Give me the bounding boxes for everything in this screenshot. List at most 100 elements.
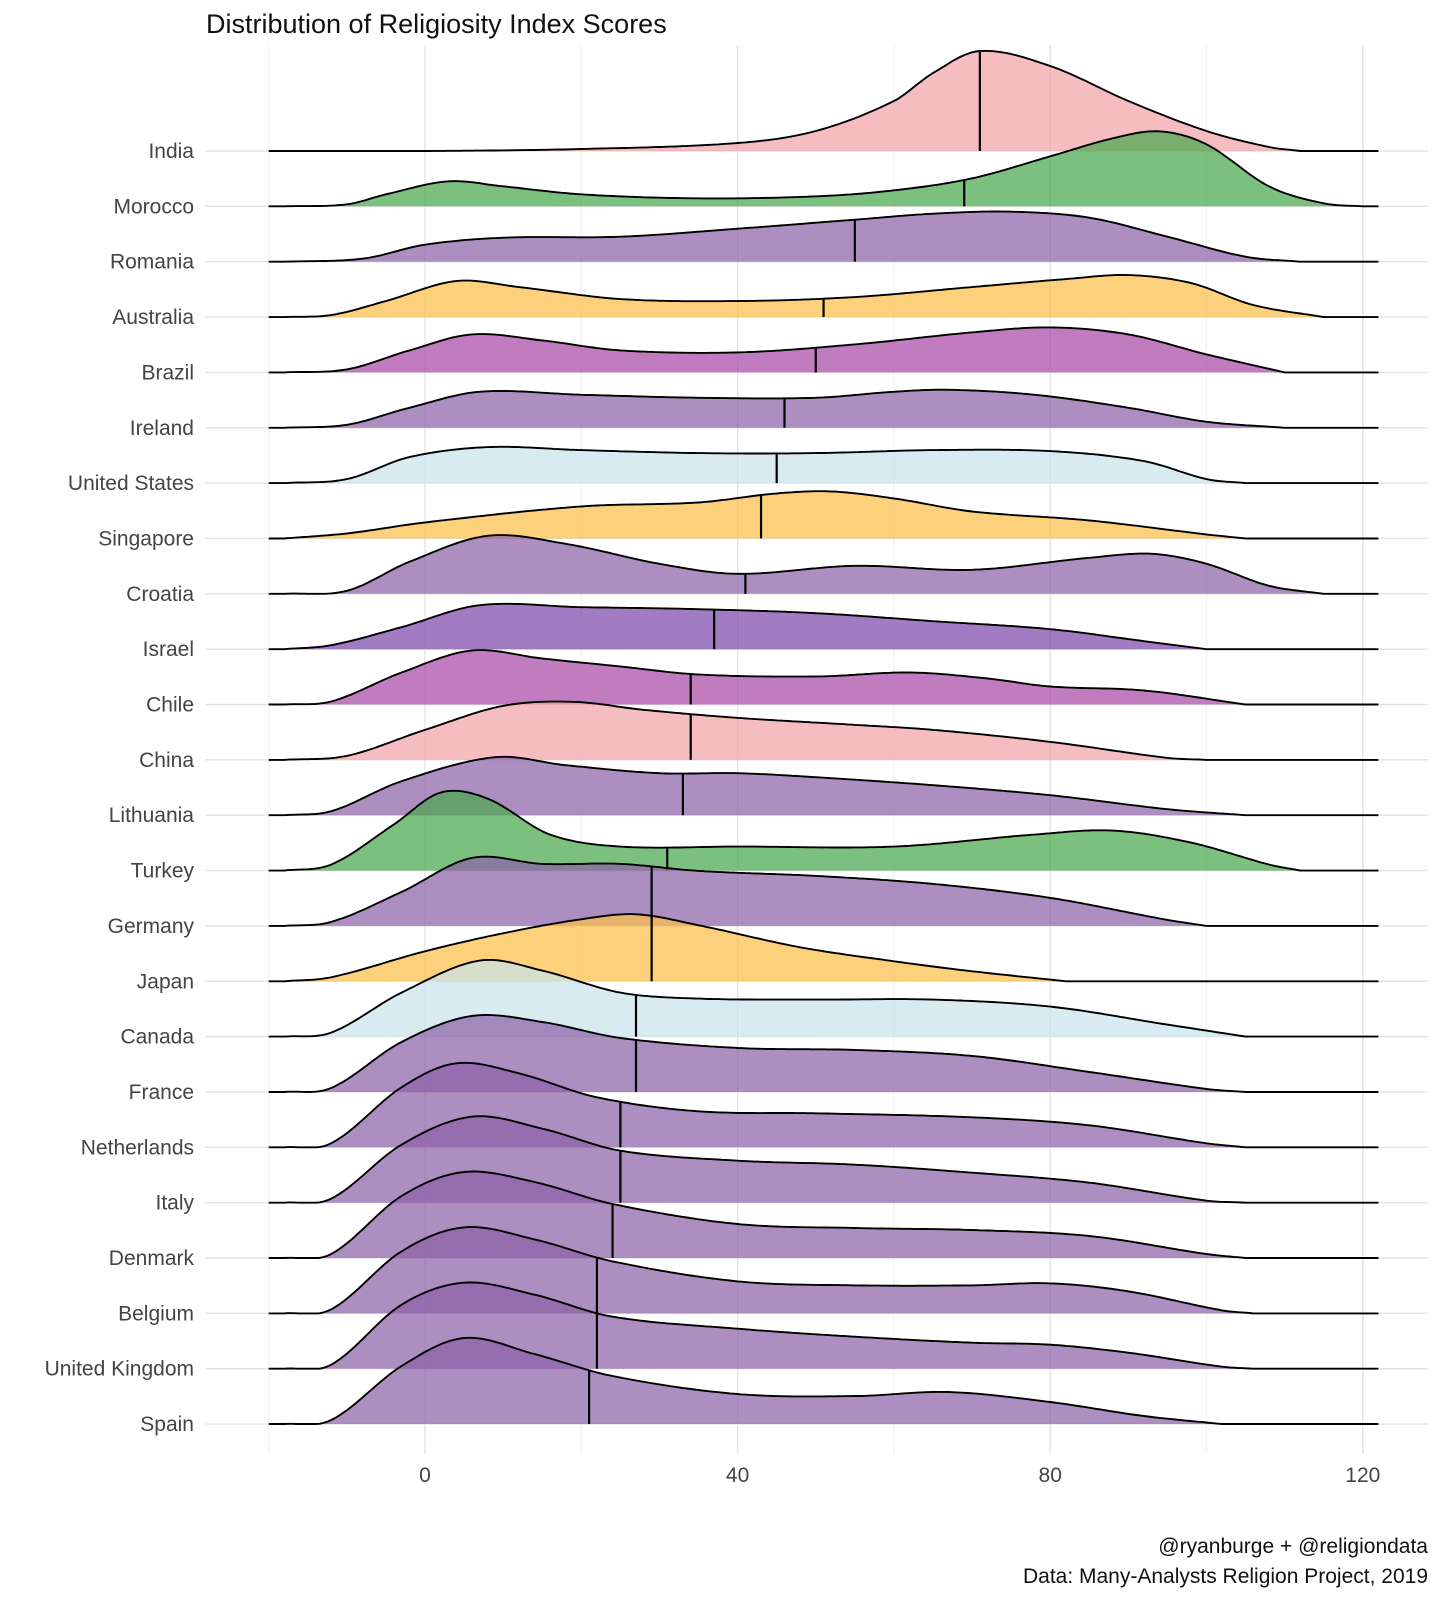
ridge-outline (268, 1061, 1379, 1149)
y-category-label: India (148, 140, 194, 163)
ridge-outline (268, 274, 1379, 319)
ridges (268, 49, 1379, 1425)
y-category-label: China (139, 749, 194, 772)
ridge-fill (268, 959, 1379, 1037)
ridge-outline (268, 789, 1379, 872)
ridge-france (268, 1014, 1379, 1093)
ridge-brazil (268, 326, 1379, 374)
y-category-label: Canada (120, 1026, 194, 1049)
ridge-italy (268, 1115, 1379, 1204)
ridge-outline (268, 445, 1379, 485)
y-category-label: Croatia (126, 583, 194, 606)
ridge-outline (268, 602, 1379, 651)
caption-source: Data: Many-Analysts Religion Project, 20… (1023, 1565, 1428, 1588)
y-category-label: Singapore (98, 527, 194, 550)
ridge-outline (268, 326, 1379, 374)
ridge-outline (268, 210, 1379, 263)
y-category-label: Italy (155, 1192, 194, 1215)
ridge-outline (268, 534, 1379, 595)
ridge-morocco (268, 130, 1379, 208)
ridge-outline (268, 1336, 1379, 1425)
ridge-chile (268, 649, 1379, 706)
ridge-fill (268, 1062, 1379, 1148)
y-category-label: Australia (112, 306, 194, 329)
axis-labels: 0 40 80 120 India Morocco Romania Australia Braz… (45, 140, 1381, 1487)
ridge-denmark (268, 1170, 1379, 1259)
ridge-romania (268, 210, 1379, 263)
y-category-label: Lithuania (109, 804, 195, 827)
ridge-fill (268, 211, 1379, 262)
ridge-outline (268, 700, 1379, 761)
ridge-belgium (268, 1226, 1379, 1315)
ridge-china (268, 700, 1379, 761)
y-category-label: Romania (110, 251, 194, 274)
ridge-outline (268, 1170, 1379, 1259)
y-category-label: Israel (143, 638, 194, 661)
ridge-ireland (268, 388, 1379, 429)
ridge-singapore (268, 490, 1379, 540)
ridge-fill (268, 50, 1379, 151)
ridge-outline (268, 855, 1379, 927)
ridge-outline (268, 1281, 1379, 1370)
y-category-label: Netherlands (81, 1136, 194, 1159)
ridge-outline (268, 130, 1379, 208)
ridge-netherlands (268, 1061, 1379, 1149)
ridge-lithuania (268, 755, 1379, 817)
ridge-fill (268, 603, 1379, 650)
ridge-outline (268, 755, 1379, 817)
ridge-outline (268, 1115, 1379, 1204)
ridge-outline (268, 388, 1379, 429)
ridge-fill (268, 756, 1379, 816)
y-category-label: Brazil (141, 361, 194, 384)
ridge-outline (268, 958, 1379, 1038)
ridge-outline (268, 1226, 1379, 1315)
ridge-fill (268, 275, 1379, 318)
ridge-fill (268, 1015, 1379, 1092)
ridge-fill (268, 1227, 1379, 1314)
ridge-fill (268, 790, 1379, 871)
ridge-spain (268, 1336, 1379, 1425)
ridge-fill (268, 327, 1379, 373)
chart-title: Distribution of Religiosity Index Scores (206, 9, 667, 39)
ridge-fill (268, 701, 1379, 760)
x-tick-label: 40 (726, 1464, 749, 1487)
ridge-united-states (268, 445, 1379, 485)
y-category-label: Denmark (109, 1247, 195, 1270)
ridge-fill (268, 1337, 1379, 1424)
ridge-canada (268, 958, 1379, 1038)
ridge-croatia (268, 534, 1379, 595)
ridge-outline (268, 913, 1379, 983)
ridge-fill (268, 856, 1379, 926)
y-category-label: Belgium (118, 1302, 194, 1325)
y-category-label: United Kingdom (45, 1358, 194, 1381)
x-tick-label: 0 (419, 1464, 431, 1487)
y-category-label: France (129, 1081, 194, 1104)
ridge-israel (268, 602, 1379, 651)
ridge-united-kingdom (268, 1281, 1379, 1370)
ridge-australia (268, 274, 1379, 319)
ridge-outline (268, 1014, 1379, 1093)
ridge-fill (268, 1282, 1379, 1369)
ridge-outline (268, 490, 1379, 540)
y-category-label: Morocco (113, 195, 194, 218)
ridge-fill (268, 491, 1379, 539)
y-category-label: United States (68, 472, 194, 495)
y-category-label: Germany (108, 915, 195, 938)
ridge-outline (268, 649, 1379, 706)
y-category-label: Turkey (131, 860, 195, 883)
x-tick-label: 80 (1039, 1464, 1062, 1487)
y-category-label: Ireland (130, 417, 194, 440)
ridge-fill (268, 389, 1379, 428)
ridge-fill (268, 1116, 1379, 1203)
caption-credit: @ryanburge + @religiondata (1158, 1535, 1428, 1558)
ridge-fill (268, 535, 1379, 594)
y-category-label: Spain (140, 1413, 194, 1436)
ridge-fill (268, 131, 1379, 207)
y-category-label: Chile (146, 694, 194, 717)
ridge-fill (268, 914, 1379, 982)
ridge-outline (268, 49, 1379, 152)
x-tick-label: 120 (1345, 1464, 1380, 1487)
ridge-fill (268, 1171, 1379, 1258)
ridge-japan (268, 913, 1379, 983)
